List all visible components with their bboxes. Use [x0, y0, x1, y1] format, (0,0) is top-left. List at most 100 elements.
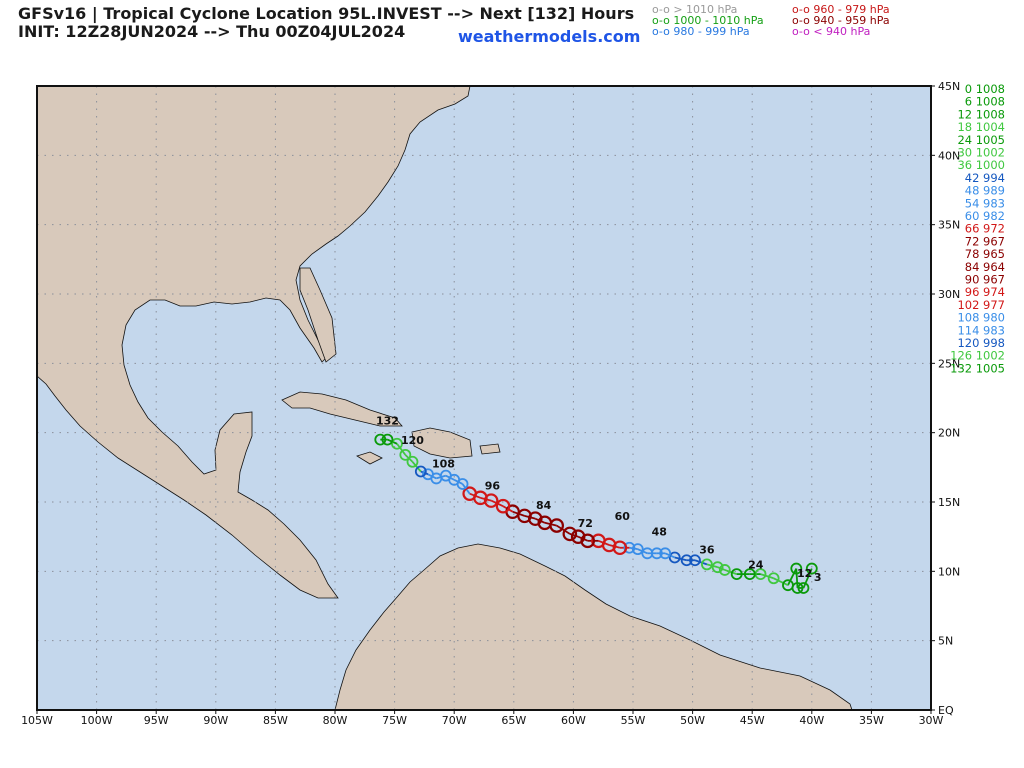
- track-position-marker: [701, 558, 713, 571]
- map-frame: [36, 85, 932, 711]
- track-segment: [411, 461, 422, 473]
- legend-item-980-999: o-o 980 - 999 hPa: [652, 26, 750, 37]
- north-america-land: [37, 86, 471, 599]
- pressure-table-row: 126 1002: [950, 349, 1005, 363]
- jamaica-island: [356, 451, 383, 465]
- legend-label: 980 - 999 hPa: [673, 25, 750, 38]
- cuba-island: [281, 391, 403, 427]
- pressure-table-row: 18 1004: [957, 120, 1005, 134]
- lon-tick-label: 90W: [203, 714, 228, 727]
- forecast-hour-label: 3: [814, 571, 822, 584]
- lat-tick-label: 35N: [938, 219, 960, 232]
- pressure-table-row: 60 982: [965, 209, 1005, 223]
- track-position-marker: [659, 547, 672, 560]
- legend-item-gt1010: o-o > 1010 hPa: [652, 4, 737, 15]
- forecast-hour-label: 120: [401, 434, 424, 447]
- legend-label: 1000 - 1010 hPa: [673, 14, 764, 27]
- track-segment: [760, 573, 774, 580]
- lat-tick-label: 10N: [938, 565, 960, 578]
- track-position-marker: [790, 562, 803, 575]
- track-segment: [674, 556, 687, 562]
- lat-tick-label: 30N: [938, 288, 960, 301]
- track-position-marker: [422, 468, 434, 481]
- pressure-table-row: 108 980: [957, 311, 1005, 325]
- pressure-table-row: 78 965: [965, 247, 1005, 261]
- track-position-marker: [718, 564, 731, 576]
- track-segment: [717, 566, 726, 571]
- track-segment: [787, 568, 798, 586]
- track-position-marker: [562, 526, 578, 542]
- legend-symbol: o-o: [652, 25, 670, 38]
- forecast-hour-label: 108: [432, 457, 455, 470]
- forecast-hour-label: 12: [797, 567, 812, 580]
- track-segment: [694, 559, 708, 566]
- florida-peninsula: [299, 267, 337, 363]
- pressure-table-row: 72 967: [965, 234, 1005, 248]
- lon-tick-label: 80W: [323, 714, 348, 727]
- track-segment: [773, 577, 789, 587]
- legend-symbol: o-o: [652, 3, 670, 16]
- legend-label: 940 - 959 hPa: [813, 14, 890, 27]
- forecast-hour-label: 24: [748, 559, 764, 572]
- track-segment: [569, 533, 579, 538]
- lon-tick-label: 95W: [144, 714, 169, 727]
- track-segment: [556, 524, 571, 535]
- pressure-table-row: 90 967: [965, 273, 1005, 287]
- south-america-land: [334, 543, 853, 710]
- lon-tick-label: 75W: [382, 714, 407, 727]
- forecast-hour-label: 96: [485, 480, 501, 493]
- lon-tick-label: 55W: [621, 714, 646, 727]
- pressure-table-row: 84 964: [965, 260, 1005, 274]
- forecast-hour-label: 36: [699, 543, 715, 556]
- pressure-table-row: 132 1005: [950, 361, 1005, 375]
- pressure-table-row: 66 972: [965, 222, 1005, 236]
- pressure-table-row: 102 977: [957, 298, 1005, 312]
- track-position-marker: [406, 455, 419, 468]
- track-position-marker: [689, 554, 701, 567]
- track-position-marker: [495, 498, 511, 514]
- track-position-marker: [767, 572, 780, 585]
- track-position-marker: [730, 568, 743, 581]
- hispaniola-island: [411, 427, 473, 459]
- legend-item-lt940: o-o < 940 hPa: [792, 26, 870, 37]
- lon-tick-label: 65W: [501, 714, 526, 727]
- legend-symbol: o-o: [652, 14, 670, 27]
- legend-item-960-979: o-o 960 - 979 hPa: [792, 4, 890, 15]
- landmasses: [37, 86, 853, 710]
- track-position-marker: [462, 486, 477, 501]
- legend-item-940-959: o-o 940 - 959 hPa: [792, 15, 890, 26]
- forecast-hour-label: 72: [578, 517, 593, 530]
- forecast-hour-label: 84: [536, 499, 552, 512]
- track-position-marker: [374, 433, 387, 446]
- init-time-label: INIT: 12Z28JUN2024 --> Thu 00Z04JUL2024: [18, 22, 406, 41]
- pressure-table-row: 30 1002: [957, 146, 1005, 160]
- chart-title: GFSv16 | Tropical Cyclone Location 95L.I…: [18, 4, 635, 23]
- track-position-marker: [743, 568, 756, 581]
- track-position-marker: [381, 433, 394, 446]
- track-position-marker: [570, 529, 586, 544]
- pressure-table-row: 96 974: [965, 285, 1005, 299]
- track-position-marker: [797, 582, 810, 594]
- pressure-table-row: 120 998: [957, 336, 1005, 350]
- pressure-table-row: 6 1008: [965, 95, 1005, 109]
- track-position-marker: [399, 448, 412, 461]
- lon-tick-label: 40W: [799, 714, 824, 727]
- track-position-marker: [668, 551, 681, 564]
- track-position-marker: [680, 554, 693, 567]
- lat-tick-label: 25N: [938, 357, 960, 370]
- brand-watermark: weathermodels.com: [458, 27, 641, 46]
- pressure-table-row: 12 1008: [957, 107, 1005, 121]
- track-position-marker: [623, 541, 636, 554]
- track-position-marker: [591, 533, 606, 549]
- lon-tick-label: 60W: [561, 714, 586, 727]
- lat-tick-label: 45N: [938, 80, 960, 93]
- pressure-table-row: 114 983: [957, 323, 1005, 337]
- track-position-marker: [414, 465, 427, 478]
- track-position-marker: [805, 562, 818, 575]
- lon-tick-label: 105W: [21, 714, 53, 727]
- forecast-hour-label: 48: [652, 525, 667, 538]
- pressure-table-row: 54 983: [965, 196, 1005, 210]
- lon-tick-label: 50W: [680, 714, 705, 727]
